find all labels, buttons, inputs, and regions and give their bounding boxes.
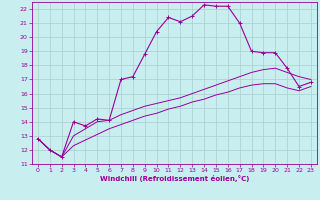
- X-axis label: Windchill (Refroidissement éolien,°C): Windchill (Refroidissement éolien,°C): [100, 175, 249, 182]
